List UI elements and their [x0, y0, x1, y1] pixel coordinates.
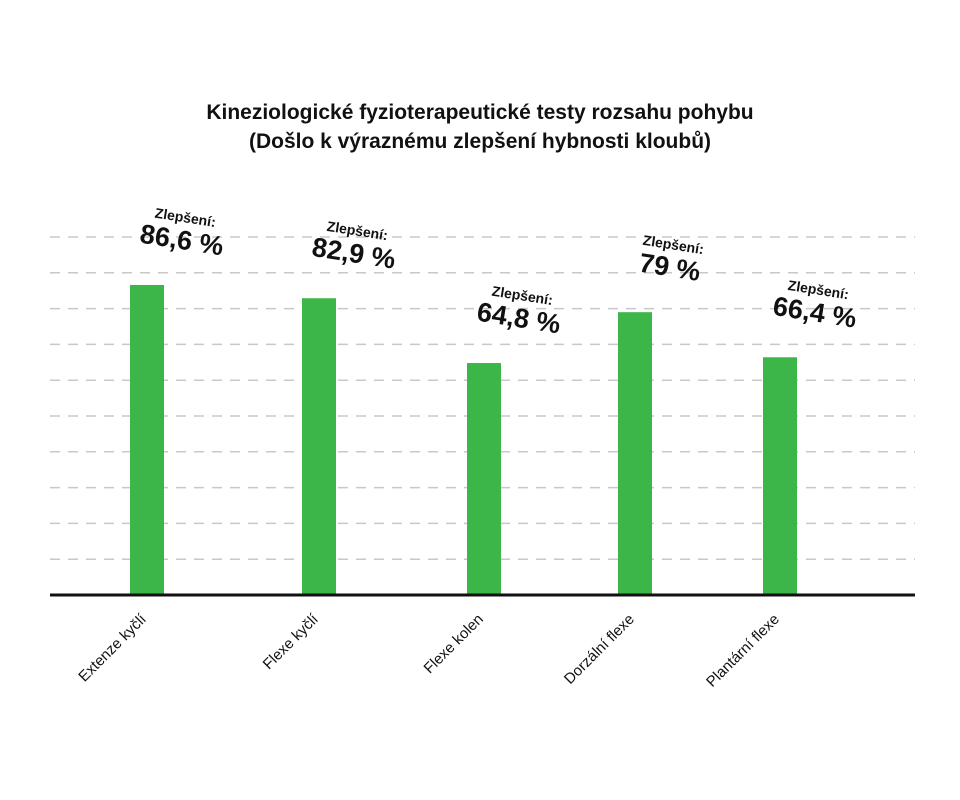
- chart-title: Kineziologické fyzioterapeutické testy r…: [206, 101, 754, 124]
- chart-title-block: Kineziologické fyzioterapeutické testy r…: [0, 98, 960, 156]
- x-tick-label: Flexe kyčlí: [260, 610, 323, 673]
- bar: [130, 284, 164, 595]
- x-tick-label: Flexe kolen: [421, 611, 487, 677]
- chart-subtitle: (Došlo k výraznému zlepšení hybnosti klo…: [248, 130, 712, 153]
- bar: [763, 357, 797, 595]
- bar: [467, 363, 501, 595]
- data-label: Zlepšení:66,4 %: [771, 277, 859, 334]
- data-label: Zlepšení:82,9 %: [310, 218, 398, 275]
- bar: [302, 298, 336, 595]
- data-label: Zlepšení:79 %: [637, 232, 705, 287]
- x-tick-label: Plantární flexe: [703, 611, 783, 691]
- x-tick-label: Extenze kyčlí: [75, 610, 150, 685]
- data-label: Zlepšení:64,8 %: [475, 283, 563, 340]
- x-tick-label: Dorzální flexe: [561, 611, 638, 688]
- data-label: Zlepšení:86,6 %: [138, 205, 226, 262]
- bar: [618, 312, 652, 595]
